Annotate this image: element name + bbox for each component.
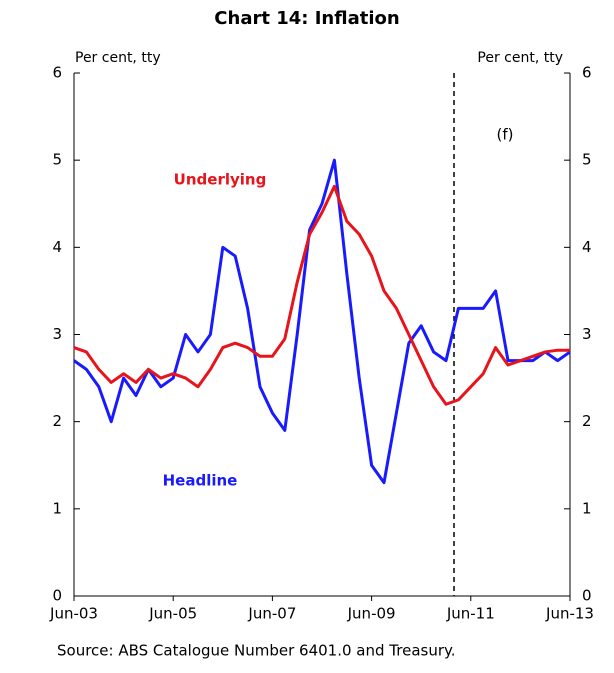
y2-axis-label: Per cent, tty	[477, 50, 563, 66]
x-tick-label: Jun-03	[49, 605, 98, 623]
x-tick-label: Jun-09	[347, 605, 396, 623]
x-tick-label: Jun-07	[247, 605, 296, 623]
series-line	[73, 184, 570, 406]
y2-tick-label: 4	[582, 238, 592, 256]
x-tick-label: Jun-13	[545, 605, 594, 623]
x-tick-label: Jun-11	[446, 605, 495, 623]
y2-tick-label: 3	[582, 325, 592, 343]
y2-tick-label: 2	[582, 412, 592, 430]
x-tick-label: Jun-05	[148, 605, 197, 623]
y-tick-label: 2	[52, 412, 62, 430]
chart-title: Chart 14: Inflation	[214, 8, 399, 29]
y2-tick-label: 1	[582, 499, 592, 517]
underlying-annotation: Underlying	[174, 171, 267, 189]
y2-tick-label: 5	[582, 151, 592, 169]
y-tick-label: 1	[52, 499, 62, 517]
y-tick-label: 4	[52, 238, 62, 256]
y-tick-label: 5	[52, 151, 62, 169]
y-tick-label: 6	[52, 64, 62, 82]
headline-annotation: Headline	[163, 472, 238, 490]
forecast-annotation: (f)	[497, 126, 514, 144]
y2-tick-label: 0	[582, 587, 592, 605]
y-tick-label: 0	[52, 587, 62, 605]
y2-tick-label: 6	[582, 64, 592, 82]
series-line	[73, 158, 571, 485]
y-tick-label: 3	[52, 325, 62, 343]
y-axis-label: Per cent, tty	[75, 50, 161, 66]
source-note: Source: ABS Catalogue Number 6401.0 and …	[57, 642, 456, 660]
